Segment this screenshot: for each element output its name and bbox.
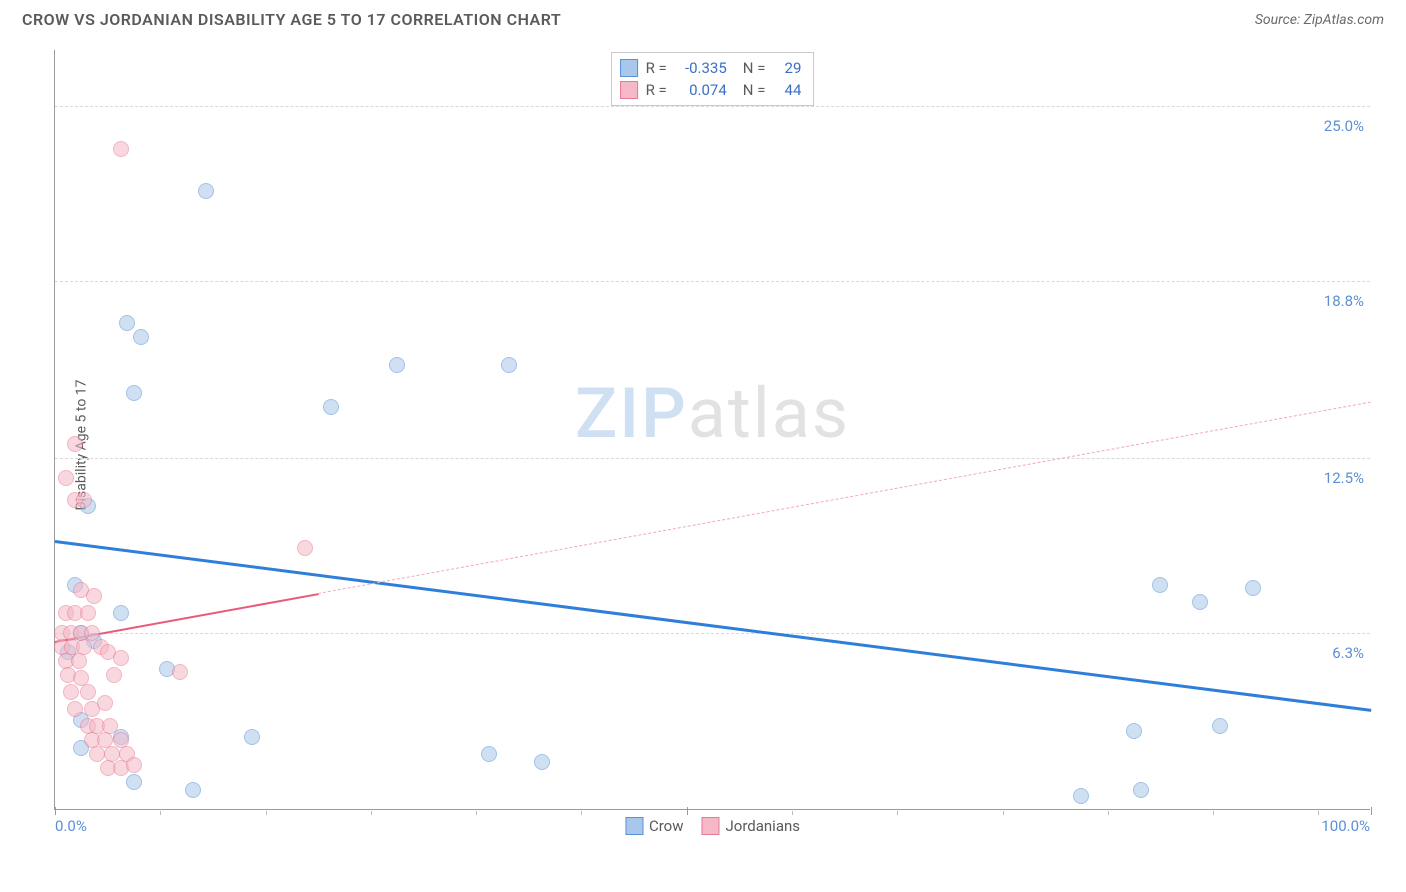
x-max-label: 100.0% <box>1321 817 1370 835</box>
data-point <box>126 757 142 773</box>
data-point <box>113 650 129 666</box>
data-point <box>1245 580 1261 596</box>
legend-r-label: R = <box>646 57 667 79</box>
data-point <box>1126 723 1142 739</box>
legend-r-value: -0.335 <box>675 57 727 79</box>
legend-label: Jordanians <box>726 817 801 835</box>
data-point <box>113 605 129 621</box>
data-point <box>71 653 87 669</box>
legend-n-label: N = <box>743 79 766 101</box>
x-tick-minor <box>1318 811 1319 815</box>
watermark: ZIPatlas <box>575 373 850 455</box>
x-tick-minor <box>581 811 582 815</box>
gridline <box>55 458 1370 459</box>
legend-swatch <box>620 59 638 77</box>
gridline <box>55 633 1370 634</box>
legend-row: R = 0.074 N = 44 <box>620 79 802 101</box>
x-tick-minor <box>266 811 267 815</box>
legend-label: Crow <box>649 817 684 835</box>
data-point <box>1133 782 1149 798</box>
legend-swatch <box>625 817 643 835</box>
x-tick-major <box>1371 807 1372 815</box>
data-point <box>501 357 517 373</box>
x-tick-major <box>687 807 688 815</box>
data-point <box>133 329 149 345</box>
legend-item: Jordanians <box>702 817 801 835</box>
watermark-part1: ZIP <box>575 373 688 455</box>
data-point <box>1152 577 1168 593</box>
data-point <box>97 695 113 711</box>
data-point <box>86 588 102 604</box>
data-point <box>76 492 92 508</box>
y-tick-label: 6.3% <box>1332 644 1364 662</box>
y-tick-label: 25.0% <box>1324 117 1364 135</box>
x-tick-minor <box>476 811 477 815</box>
data-point <box>185 782 201 798</box>
x-tick-minor <box>371 811 372 815</box>
data-point <box>80 605 96 621</box>
legend-n-value: 44 <box>773 79 801 101</box>
plot-area: ZIPatlas R = -0.335 N = 29R = 0.074 N = 44 0.… <box>54 50 1370 810</box>
chart-header: CROW VS JORDANIAN DISABILITY AGE 5 TO 17… <box>0 0 1406 35</box>
data-point <box>1212 718 1228 734</box>
data-point <box>126 385 142 401</box>
x-tick-minor <box>1108 811 1109 815</box>
x-min-label: 0.0% <box>55 817 87 835</box>
x-tick-minor <box>1003 811 1004 815</box>
data-point <box>172 664 188 680</box>
data-point <box>1192 594 1208 610</box>
data-point <box>126 774 142 790</box>
data-point <box>119 315 135 331</box>
data-point <box>534 754 550 770</box>
source-label: Source: <box>1255 12 1300 28</box>
data-point <box>58 470 74 486</box>
source-name: ZipAtlas.com <box>1304 12 1384 28</box>
data-point <box>63 684 79 700</box>
chart-title: CROW VS JORDANIAN DISABILITY AGE 5 TO 17… <box>22 10 561 29</box>
y-tick-label: 18.8% <box>1324 292 1364 310</box>
legend-row: R = -0.335 N = 29 <box>620 57 802 79</box>
x-tick-minor <box>1213 811 1214 815</box>
x-tick-minor <box>792 811 793 815</box>
data-point <box>297 540 313 556</box>
series-legend: Crow Jordanians <box>625 817 800 835</box>
data-point <box>80 684 96 700</box>
x-tick-minor <box>160 811 161 815</box>
gridline <box>55 281 1370 282</box>
legend-item: Crow <box>625 817 684 835</box>
legend-n-value: 29 <box>773 57 801 79</box>
legend-n-label: N = <box>743 57 766 79</box>
source-attribution: Source: ZipAtlas.com <box>1255 12 1384 28</box>
data-point <box>198 183 214 199</box>
gridline <box>55 106 1370 107</box>
trend-line <box>55 540 1371 712</box>
trend-line <box>318 402 1371 594</box>
data-point <box>1073 788 1089 804</box>
data-point <box>67 436 83 452</box>
data-point <box>106 667 122 683</box>
legend-r-value: 0.074 <box>675 79 727 101</box>
data-point <box>389 357 405 373</box>
data-point <box>67 701 83 717</box>
legend-swatch <box>620 81 638 99</box>
watermark-part2: atlas <box>688 373 850 455</box>
correlation-legend: R = -0.335 N = 29 R = 0.074 N = 44 <box>611 52 815 106</box>
chart-container: Disability Age 5 to 17 ZIPatlas R =-0.33… <box>46 50 1384 840</box>
legend-r-label: R = <box>646 79 667 101</box>
x-tick-minor <box>897 811 898 815</box>
x-tick-major <box>55 807 56 815</box>
y-tick-label: 12.5% <box>1324 469 1364 487</box>
data-point <box>113 141 129 157</box>
data-point <box>481 746 497 762</box>
data-point <box>244 729 260 745</box>
legend-swatch <box>702 817 720 835</box>
data-point <box>323 399 339 415</box>
